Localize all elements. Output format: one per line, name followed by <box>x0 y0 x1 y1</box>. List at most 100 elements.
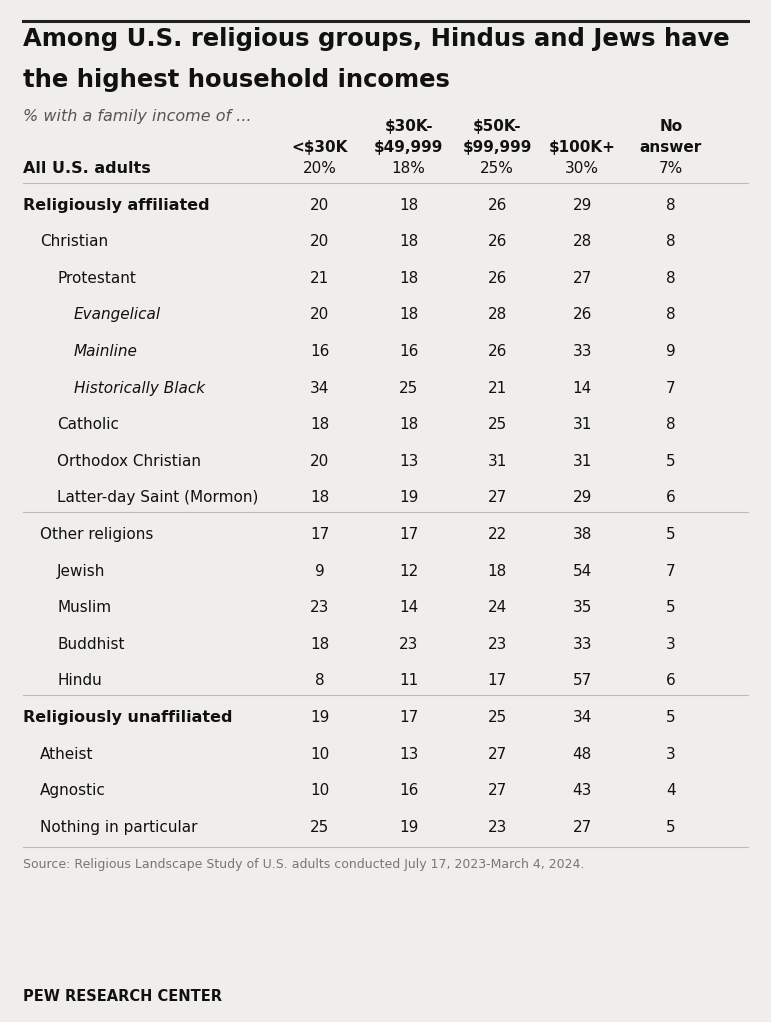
Text: 26: 26 <box>487 234 507 249</box>
Text: 9: 9 <box>315 563 325 578</box>
Text: 21: 21 <box>311 271 329 286</box>
Text: 3: 3 <box>666 637 675 652</box>
Text: 18: 18 <box>311 637 329 652</box>
Text: 38: 38 <box>572 527 592 542</box>
Text: 34: 34 <box>310 380 330 396</box>
Text: Jewish: Jewish <box>57 563 106 578</box>
Text: 9: 9 <box>666 344 675 359</box>
Text: 27: 27 <box>573 271 591 286</box>
Text: 31: 31 <box>572 417 592 432</box>
Text: Muslim: Muslim <box>57 600 111 615</box>
Text: 6: 6 <box>666 673 675 689</box>
Text: 18: 18 <box>399 417 418 432</box>
Text: 8: 8 <box>666 271 675 286</box>
Text: 20: 20 <box>311 197 329 213</box>
Text: 6: 6 <box>666 491 675 506</box>
Text: 19: 19 <box>399 491 419 506</box>
Text: 17: 17 <box>399 527 418 542</box>
Text: 26: 26 <box>572 308 592 323</box>
Text: 20%: 20% <box>303 161 337 176</box>
Text: 20: 20 <box>311 234 329 249</box>
Text: Christian: Christian <box>40 234 108 249</box>
Text: 28: 28 <box>573 234 591 249</box>
Text: 18: 18 <box>488 563 507 578</box>
Text: 24: 24 <box>488 600 507 615</box>
Text: 27: 27 <box>488 783 507 798</box>
Text: No: No <box>659 119 682 134</box>
Text: 31: 31 <box>572 454 592 469</box>
Text: 33: 33 <box>572 637 592 652</box>
Text: 57: 57 <box>573 673 591 689</box>
Text: 7%: 7% <box>658 161 683 176</box>
Text: 23: 23 <box>487 820 507 835</box>
Text: 17: 17 <box>488 673 507 689</box>
Text: 29: 29 <box>572 491 592 506</box>
Text: 34: 34 <box>572 710 592 725</box>
Text: 18: 18 <box>399 308 418 323</box>
Text: 18%: 18% <box>392 161 426 176</box>
Text: 25: 25 <box>399 380 418 396</box>
Text: 20: 20 <box>311 308 329 323</box>
Text: 5: 5 <box>666 600 675 615</box>
Text: 13: 13 <box>399 746 419 761</box>
Text: 25: 25 <box>488 417 507 432</box>
Text: 25: 25 <box>488 710 507 725</box>
Text: <$30K: <$30K <box>291 140 348 155</box>
Text: 4: 4 <box>666 783 675 798</box>
Text: $49,999: $49,999 <box>374 140 443 155</box>
Text: Nothing in particular: Nothing in particular <box>40 820 197 835</box>
Text: 13: 13 <box>399 454 419 469</box>
Text: 25: 25 <box>311 820 329 835</box>
Text: 26: 26 <box>487 271 507 286</box>
Text: 16: 16 <box>399 783 419 798</box>
Text: Atheist: Atheist <box>40 746 93 761</box>
Text: 27: 27 <box>573 820 591 835</box>
Text: 8: 8 <box>666 308 675 323</box>
Text: PEW RESEARCH CENTER: PEW RESEARCH CENTER <box>23 989 222 1005</box>
Text: $50K-: $50K- <box>473 119 522 134</box>
Text: 5: 5 <box>666 820 675 835</box>
Text: answer: answer <box>640 140 702 155</box>
Text: the highest household incomes: the highest household incomes <box>23 68 450 92</box>
Text: Historically Black: Historically Black <box>74 380 205 396</box>
Text: 11: 11 <box>399 673 418 689</box>
Text: 30%: 30% <box>565 161 599 176</box>
Text: 21: 21 <box>488 380 507 396</box>
Text: 31: 31 <box>487 454 507 469</box>
Text: Among U.S. religious groups, Hindus and Jews have: Among U.S. religious groups, Hindus and … <box>23 27 730 50</box>
Text: 26: 26 <box>487 344 507 359</box>
Text: 20: 20 <box>311 454 329 469</box>
Text: 27: 27 <box>488 746 507 761</box>
Text: 33: 33 <box>572 344 592 359</box>
Text: Protestant: Protestant <box>57 271 136 286</box>
Text: 17: 17 <box>311 527 329 542</box>
Text: 19: 19 <box>399 820 419 835</box>
Text: Buddhist: Buddhist <box>57 637 125 652</box>
Text: 18: 18 <box>399 197 418 213</box>
Text: 29: 29 <box>572 197 592 213</box>
Text: 10: 10 <box>311 746 329 761</box>
Text: 54: 54 <box>573 563 591 578</box>
Text: 5: 5 <box>666 710 675 725</box>
Text: % with a family income of ...: % with a family income of ... <box>23 109 252 125</box>
Text: 26: 26 <box>487 197 507 213</box>
Text: $30K-: $30K- <box>384 119 433 134</box>
Text: 8: 8 <box>666 417 675 432</box>
Text: Source: Religious Landscape Study of U.S. adults conducted July 17, 2023-March 4: Source: Religious Landscape Study of U.S… <box>23 857 584 871</box>
Text: 17: 17 <box>399 710 418 725</box>
Text: 8: 8 <box>666 197 675 213</box>
Text: 7: 7 <box>666 563 675 578</box>
Text: 12: 12 <box>399 563 418 578</box>
Text: 18: 18 <box>399 234 418 249</box>
Text: 10: 10 <box>311 783 329 798</box>
Text: Agnostic: Agnostic <box>40 783 106 798</box>
Text: 19: 19 <box>310 710 330 725</box>
Text: 27: 27 <box>488 491 507 506</box>
Text: 16: 16 <box>399 344 419 359</box>
Text: Hindu: Hindu <box>57 673 102 689</box>
Text: Orthodox Christian: Orthodox Christian <box>57 454 201 469</box>
Text: 8: 8 <box>315 673 325 689</box>
Text: $99,999: $99,999 <box>463 140 532 155</box>
Text: 8: 8 <box>666 234 675 249</box>
Text: All U.S. adults: All U.S. adults <box>23 161 151 176</box>
